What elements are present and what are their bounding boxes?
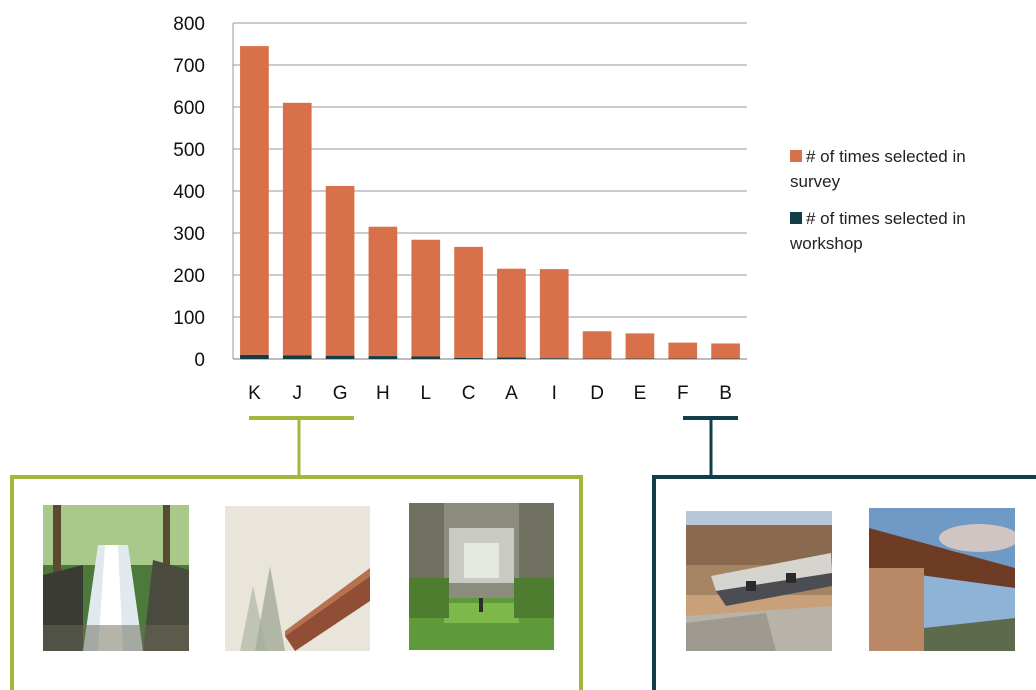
bar-k-survey xyxy=(240,46,269,355)
x-tick-label: E xyxy=(634,383,647,404)
y-tick-label: 300 xyxy=(173,224,205,245)
x-tick-label: G xyxy=(333,383,348,404)
overgrown-concrete-hall-photo xyxy=(409,503,554,650)
x-tick-label: B xyxy=(719,383,732,404)
bar-k-workshop xyxy=(240,355,269,359)
bar-b-survey xyxy=(711,343,740,358)
bar-a-survey xyxy=(497,269,526,358)
bar-c-survey xyxy=(454,247,483,358)
x-tick-label: F xyxy=(677,383,689,404)
bar-i-workshop xyxy=(540,358,569,359)
foggy-bridge-photo xyxy=(225,506,370,651)
x-tick-label: D xyxy=(590,383,604,404)
legend-label-survey-line2: survey xyxy=(790,172,840,191)
y-tick-label: 800 xyxy=(173,14,205,35)
cantilevered-roof-photo xyxy=(869,508,1015,651)
legend-label-workshop-line1: # of times selected in xyxy=(806,209,966,228)
y-tick-label: 100 xyxy=(173,308,205,329)
bar-h-workshop xyxy=(369,356,398,359)
chart-legend: # of times selected in survey # of times… xyxy=(790,144,1036,256)
legend-label-workshop-line2: workshop xyxy=(790,234,863,253)
legend-item-survey: # of times selected in survey xyxy=(790,144,1036,194)
x-tick-label: K xyxy=(248,383,261,404)
bar-f-survey xyxy=(668,343,697,359)
y-tick-label: 200 xyxy=(173,266,205,287)
legend-label-survey-line1: # of times selected in xyxy=(806,147,966,166)
y-tick-label: 400 xyxy=(173,182,205,203)
waterfall-photo xyxy=(43,505,189,651)
y-tick-label: 500 xyxy=(173,140,205,161)
bar-c-workshop xyxy=(454,358,483,359)
y-tick-label: 600 xyxy=(173,98,205,119)
bar-j-workshop xyxy=(283,355,312,359)
bar-j-survey xyxy=(283,103,312,355)
y-tick-label: 0 xyxy=(194,350,205,371)
legend-item-workshop: # of times selected in workshop xyxy=(790,206,1036,256)
bar-i-survey xyxy=(540,269,569,358)
x-tick-label: A xyxy=(505,383,518,404)
legend-swatch-survey xyxy=(790,150,802,162)
bar-g-survey xyxy=(326,186,355,356)
bar-l-workshop xyxy=(411,356,440,359)
x-tick-label: J xyxy=(293,383,303,404)
legend-swatch-workshop xyxy=(790,212,802,224)
bar-g-workshop xyxy=(326,356,355,359)
bar-e-survey xyxy=(626,333,655,358)
bar-l-survey xyxy=(411,240,440,357)
x-tick-label: C xyxy=(462,383,476,404)
concrete-overlook-photo xyxy=(686,511,832,651)
x-tick-label: L xyxy=(420,383,431,404)
bar-a-workshop xyxy=(497,357,526,359)
bar-h-survey xyxy=(369,227,398,356)
bar-d-survey xyxy=(583,331,612,358)
x-tick-label: I xyxy=(552,383,557,404)
x-tick-label: H xyxy=(376,383,390,404)
y-tick-label: 700 xyxy=(173,56,205,77)
